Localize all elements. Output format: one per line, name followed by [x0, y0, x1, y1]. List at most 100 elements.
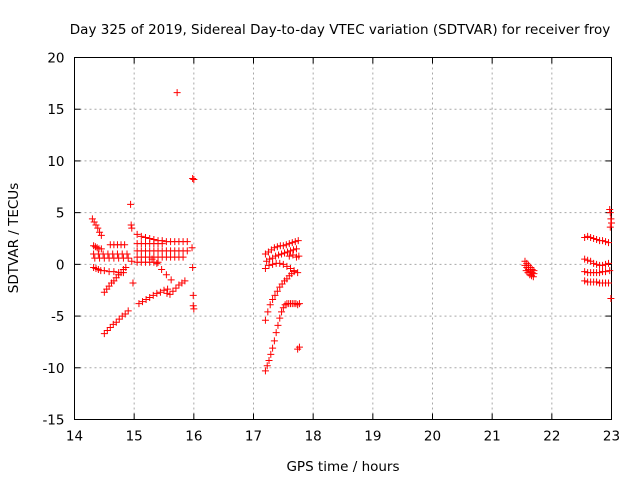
- y-tick-label: -15: [42, 413, 64, 429]
- data-point: [90, 242, 98, 250]
- data-point: [607, 294, 615, 302]
- data-point: [602, 238, 610, 246]
- series-cluster-21.5-c: [522, 267, 537, 281]
- data-point: [135, 300, 143, 308]
- series-rising-17.2: [261, 268, 298, 324]
- data-point: [269, 260, 277, 268]
- x-tick-label: 22: [543, 429, 560, 445]
- data-point: [272, 252, 280, 260]
- data-point: [593, 260, 601, 268]
- series-outlier-16.0: [189, 175, 198, 184]
- data-point: [278, 308, 286, 316]
- data-point: [179, 253, 187, 261]
- data-point: [149, 291, 157, 299]
- data-point: [148, 255, 156, 263]
- data-point: [599, 261, 607, 269]
- data-point: [121, 241, 129, 249]
- y-tick-label: -5: [51, 309, 64, 325]
- data-point: [270, 337, 278, 345]
- x-tick-label: 15: [126, 429, 143, 445]
- data-point: [529, 273, 537, 281]
- data-point: [189, 175, 197, 183]
- series-drop-15.6: [163, 277, 189, 298]
- data-point: [100, 267, 108, 275]
- data-point: [106, 323, 114, 331]
- data-point: [181, 277, 189, 285]
- data-point: [292, 245, 300, 253]
- data-point: [294, 269, 302, 277]
- series-short-14.6-high: [106, 241, 129, 249]
- x-tick-label: 21: [484, 429, 501, 445]
- data-point: [276, 259, 284, 267]
- series-band-15.0-b: [133, 247, 191, 255]
- data-point: [123, 250, 131, 258]
- data-point: [295, 252, 303, 260]
- data-point: [270, 244, 278, 252]
- data-point: [265, 357, 273, 365]
- y-tick-label: 15: [47, 102, 64, 118]
- data-point: [189, 302, 197, 310]
- series-cluster-21.5-b: [521, 261, 538, 278]
- data-point: [158, 240, 166, 248]
- data-point: [271, 291, 279, 299]
- x-axis-label: GPS time / hours: [286, 459, 399, 475]
- data-point: [289, 251, 297, 259]
- data-point: [142, 296, 150, 304]
- data-point: [261, 264, 269, 272]
- data-point: [602, 260, 610, 268]
- data-point: [188, 244, 196, 252]
- data-point: [124, 307, 132, 315]
- data-point: [608, 219, 615, 227]
- data-point: [596, 269, 604, 277]
- data-point: [169, 287, 177, 295]
- series-band-15.0-a: [133, 240, 166, 248]
- data-point: [154, 258, 162, 266]
- data-point: [272, 329, 280, 337]
- data-point: [97, 245, 105, 253]
- series-deep-17.2: [261, 300, 303, 375]
- series-pass-14.3-descending: [88, 215, 105, 239]
- x-tick-label: 23: [603, 429, 620, 445]
- data-point: [584, 256, 592, 264]
- series-edge-23.0: [606, 206, 615, 302]
- series-pass-14.3-high: [90, 242, 105, 253]
- data-point: [289, 246, 297, 254]
- data-point: [528, 272, 536, 280]
- chart-title: Day 325 of 2019, Sidereal Day-to-day VTE…: [70, 22, 610, 38]
- data-point: [263, 362, 271, 370]
- y-axis-label: SDTVAR / TECUs: [6, 183, 22, 293]
- data-point: [290, 267, 298, 275]
- data-point: [88, 215, 96, 223]
- x-tick-label: 16: [185, 429, 202, 445]
- data-point: [158, 266, 166, 274]
- series-band-15.0-d: [133, 258, 162, 266]
- data-point: [261, 367, 269, 375]
- data-point: [137, 232, 145, 240]
- data-point: [166, 290, 174, 298]
- series-rising-14.5: [100, 263, 130, 296]
- data-point: [265, 261, 273, 269]
- data-point: [269, 344, 277, 352]
- data-point: [273, 243, 281, 251]
- data-point: [183, 247, 191, 255]
- series-upper-15.0: [133, 230, 191, 246]
- data-point: [606, 206, 614, 214]
- data-point: [127, 200, 135, 208]
- data-point: [122, 263, 130, 271]
- data-point: [91, 243, 99, 251]
- data-point: [142, 233, 150, 241]
- data-point: [599, 237, 607, 245]
- data-point: [581, 268, 589, 276]
- series-cluster-17.6-low: [285, 251, 303, 261]
- data-point: [605, 279, 613, 287]
- data-point: [581, 255, 589, 263]
- data-point: [276, 314, 284, 322]
- series-cluster-22.5-mid: [581, 255, 613, 269]
- data-point: [294, 301, 302, 309]
- data-point: [127, 221, 135, 229]
- data-point: [173, 89, 181, 97]
- plot-frame: [74, 57, 612, 420]
- series-cluster-17.2-upper: [261, 237, 302, 258]
- x-tick-label: 14: [66, 429, 83, 445]
